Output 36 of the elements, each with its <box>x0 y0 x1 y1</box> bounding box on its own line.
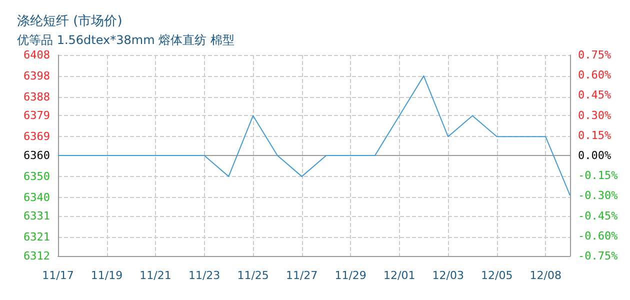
x-tick-label: 11/21 <box>140 269 172 282</box>
y-tick-label: 6340 <box>24 190 50 204</box>
line-series <box>58 75 570 196</box>
chart-title: 涤纶短纤 (市场价) <box>17 14 122 29</box>
y-tick-label: 6388 <box>24 90 50 104</box>
y2-tick-label: -0.60% <box>578 229 618 242</box>
y2-tick-label: 0.60% <box>578 68 612 82</box>
x-tick-label: 12/03 <box>432 269 464 282</box>
y2-tick-label: 0.30% <box>578 108 612 122</box>
y2-tick-label: -0.75% <box>578 250 618 262</box>
y2-tick-label: 0.75% <box>578 48 612 62</box>
y-tick-label: 6350 <box>24 170 50 183</box>
y2-tick-label: 0.45% <box>578 88 612 102</box>
x-tick-label: 11/17 <box>42 269 74 282</box>
x-tick-label: 11/27 <box>286 269 318 282</box>
y-tick-label: 6408 <box>24 48 50 62</box>
x-tick-label: 12/08 <box>530 269 562 282</box>
y2-tick-label: -0.30% <box>578 189 618 202</box>
x-tick-label: 11/23 <box>188 269 220 282</box>
x-tick-label: 12/05 <box>481 269 513 282</box>
y-tick-label: 6331 <box>24 210 50 223</box>
x-tick-label: 12/01 <box>383 269 416 282</box>
x-tick-label: 11/19 <box>90 269 123 282</box>
y2-tick-label: -0.15% <box>578 169 618 182</box>
y-tick-label: 6321 <box>24 230 50 244</box>
y-tick-label: 6379 <box>24 109 50 122</box>
y-tick-label: 6312 <box>24 250 50 262</box>
y2-tick-label: -0.45% <box>578 209 618 222</box>
x-tick-label: 11/25 <box>237 269 269 282</box>
y2-tick-label: 0.00% <box>578 149 612 162</box>
y-tick-label: 6398 <box>24 69 50 82</box>
y-tick-label: 6369 <box>24 130 50 144</box>
chart-subtitle: 优等品 1.56dtex*38mm 熔体直纺 棉型 <box>17 33 234 47</box>
y-tick-label: 6360 <box>24 149 50 162</box>
x-tick-label: 11/29 <box>334 269 366 282</box>
y2-tick-label: 0.15% <box>578 128 612 142</box>
